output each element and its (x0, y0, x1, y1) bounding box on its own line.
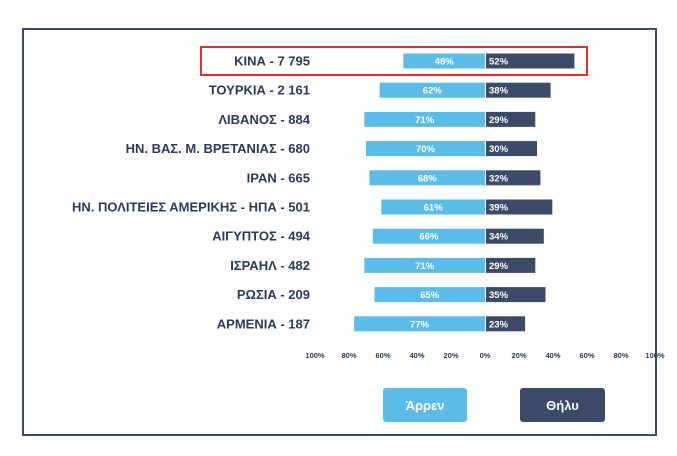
bar-female-label: 35% (489, 290, 509, 301)
category-label: ΚΙΝΑ - 7 795 (234, 54, 310, 69)
x-tick-label: 80% (341, 351, 356, 360)
category-label: ΙΣΡΑΗΛ - 482 (230, 258, 310, 273)
x-tick-label: 100% (305, 351, 325, 360)
x-tick-label: 0% (480, 351, 491, 360)
category-label: ΗΝ. ΒΑΣ. Μ. ΒΡΕΤΑΝΙΑΣ - 680 (126, 141, 310, 156)
bar-female (486, 141, 537, 157)
bar-female (486, 287, 546, 303)
bar-female-label: 34% (489, 232, 509, 243)
bar-male (366, 141, 485, 157)
bar-male (369, 170, 485, 186)
bar-male-label: 70% (416, 144, 436, 155)
bar-female-label: 30% (489, 144, 509, 155)
chart-frame (22, 28, 657, 436)
bar-female (486, 82, 551, 98)
bar-male-label: 71% (415, 115, 435, 126)
bar-female (486, 228, 544, 244)
category-label: ΡΩΣΙΑ - 209 (237, 287, 310, 302)
bar-male-label: 65% (420, 290, 440, 301)
x-tick-label: 20% (443, 351, 458, 360)
x-tick-label: 60% (579, 351, 594, 360)
legend-male-button[interactable]: Άρρεν (383, 388, 467, 422)
bar-male-label: 71% (415, 261, 435, 272)
category-label: ΙΡΑΝ - 665 (247, 170, 310, 185)
bar-male-label: 68% (418, 173, 438, 184)
bar-male (364, 257, 485, 273)
bar-male (372, 228, 485, 244)
highlight-box (200, 46, 588, 76)
bar-female (486, 111, 536, 127)
x-tick-label: 20% (511, 351, 526, 360)
bar-male-label: 48% (435, 57, 455, 68)
bar-male (403, 53, 485, 69)
bar-female (486, 257, 536, 273)
x-tick-label: 40% (409, 351, 424, 360)
bar-male (354, 316, 485, 332)
bar-male (364, 111, 485, 127)
bar-female-label: 29% (489, 261, 509, 272)
x-tick-label: 40% (545, 351, 560, 360)
bar-female (486, 53, 575, 69)
bar-male (374, 287, 485, 303)
bar-male-label: 61% (424, 203, 444, 214)
x-tick-label: 100% (645, 351, 665, 360)
legend-female-button[interactable]: Θήλυ (520, 388, 605, 422)
category-label: ΑΙΓΥΠΤΟΣ - 494 (212, 229, 311, 244)
bar-female-label: 39% (489, 203, 509, 214)
bar-male-label: 62% (423, 86, 443, 97)
category-label: ΑΡΜΕΝΙΑ - 187 (217, 316, 310, 331)
bar-male-label: 66% (419, 232, 439, 243)
bar-female (486, 316, 526, 332)
bar-female-label: 29% (489, 115, 509, 126)
category-label: ΤΟΥΡΚΙΑ - 2 161 (209, 83, 310, 98)
bar-female-label: 38% (489, 86, 509, 97)
category-label: ΗΝ. ΠΟΛΙΤΕΙΕΣ ΑΜΕΡΙΚΗΣ - ΗΠΑ - 501 (72, 200, 310, 215)
bar-female (486, 170, 541, 186)
x-tick-label: 60% (375, 351, 390, 360)
bar-female-label: 52% (489, 57, 509, 68)
bar-female (486, 199, 553, 215)
bar-male (379, 82, 485, 98)
category-label: ΛΙΒΑΝΟΣ - 884 (218, 112, 310, 127)
bar-female-label: 32% (489, 173, 509, 184)
x-tick-label: 80% (613, 351, 628, 360)
bar-male (381, 199, 485, 215)
bar-male-label: 77% (410, 319, 430, 330)
bar-female-label: 23% (489, 319, 509, 330)
